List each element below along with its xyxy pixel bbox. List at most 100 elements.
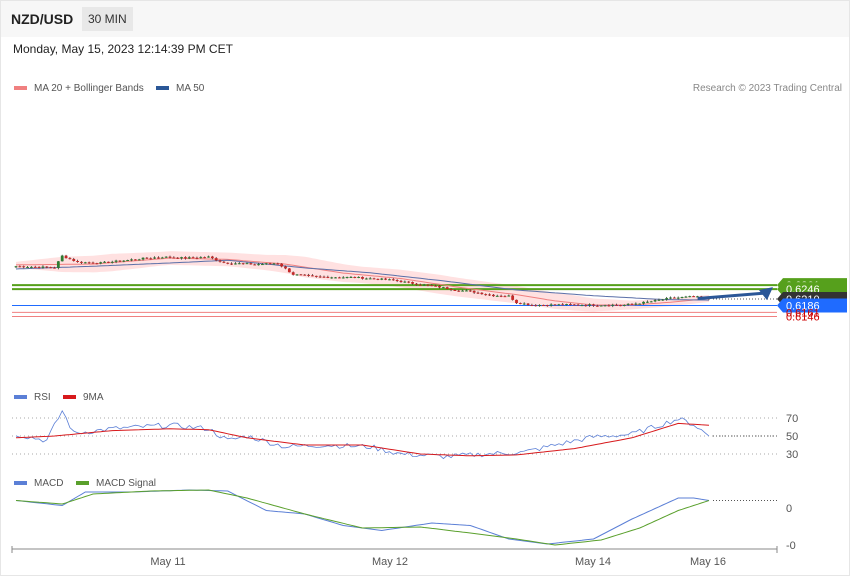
candle-body: [37, 266, 41, 268]
candle-body: [268, 263, 272, 265]
rsi-tick-70: 70: [786, 413, 798, 425]
candle-body: [330, 277, 334, 279]
candle-body: [222, 261, 226, 263]
legend-9ma: 9MA: [83, 392, 104, 403]
candle: [253, 263, 257, 266]
candle: [41, 265, 45, 269]
candle: [249, 262, 253, 265]
candle: [388, 278, 391, 281]
candle-body: [361, 276, 364, 279]
candle-body: [572, 304, 576, 306]
candle-body: [441, 287, 445, 289]
symbol-title: NZD/USD: [11, 11, 74, 27]
candle-body: [326, 276, 330, 278]
candle: [187, 256, 191, 260]
candle: [676, 296, 680, 300]
candle-body: [314, 275, 318, 277]
candle: [322, 275, 326, 278]
level-tag-3: 0.6186: [777, 298, 847, 313]
candle: [499, 294, 503, 298]
macd-tick-0: 0: [786, 503, 792, 515]
price-legend: MA 20 + Bollinger Bands MA 50: [14, 83, 205, 94]
candle-body: [511, 295, 515, 300]
candle-body: [588, 304, 592, 306]
candle-body: [445, 287, 449, 290]
candle-body: [657, 299, 661, 301]
candle: [622, 304, 626, 307]
candle: [619, 304, 622, 307]
candle-body: [492, 294, 495, 297]
candle-body: [249, 263, 253, 265]
candle-body: [122, 260, 126, 262]
candle: [30, 266, 33, 269]
timeframe-badge[interactable]: 30 MIN: [82, 7, 133, 31]
candle-body: [157, 257, 160, 259]
candle-body: [341, 277, 345, 279]
candle-body: [418, 284, 422, 286]
candle: [33, 265, 37, 268]
candle: [530, 303, 534, 307]
candle: [461, 289, 464, 292]
candle: [195, 256, 199, 260]
candle: [549, 303, 553, 307]
candle: [184, 256, 187, 260]
candle-body: [534, 305, 538, 307]
candle: [495, 294, 499, 297]
candle: [207, 255, 210, 258]
rsi-guides: 70 50 30: [12, 413, 798, 461]
x-label-may16: May 16: [690, 556, 726, 568]
candle: [49, 266, 53, 269]
candle: [26, 265, 29, 269]
candle-body: [584, 305, 588, 307]
legend-rsi: RSI: [34, 392, 51, 403]
candle-body: [391, 279, 395, 281]
candle: [45, 266, 49, 269]
candle-body: [468, 290, 472, 292]
x-label-may14: May 14: [575, 556, 611, 568]
candle-body: [634, 303, 638, 305]
candle: [299, 274, 303, 276]
candle-body: [646, 301, 649, 303]
candle: [91, 261, 95, 264]
candle: [696, 295, 699, 298]
candle-body: [49, 267, 53, 269]
candle-body: [226, 262, 230, 264]
candle: [592, 303, 595, 307]
candle-body: [672, 297, 676, 299]
candle: [522, 302, 526, 305]
candle-body: [26, 267, 29, 269]
candle: [364, 277, 368, 280]
trend-arrow-shaft: [697, 291, 766, 300]
candle-body: [395, 280, 399, 282]
candle: [615, 303, 618, 306]
candle-body: [368, 278, 372, 280]
candle: [572, 304, 576, 306]
candle: [503, 295, 507, 298]
level-tag-5: 0.6146: [786, 311, 820, 323]
legend-macd-signal: MACD Signal: [96, 478, 156, 489]
candle: [226, 262, 230, 265]
candle: [164, 256, 168, 258]
candle-body: [41, 266, 45, 268]
candle-body: [434, 285, 438, 287]
candle-body: [218, 260, 222, 262]
candle: [268, 262, 272, 265]
candle-body: [592, 304, 595, 306]
candle: [445, 286, 449, 290]
candle-body: [33, 266, 37, 268]
candle-body: [676, 297, 680, 299]
candle-body: [214, 258, 218, 261]
candle: [441, 286, 445, 289]
rsi-legend: RSI 9MA: [14, 392, 104, 403]
candle-body: [207, 256, 210, 258]
candle-body: [172, 257, 176, 259]
candle-body: [318, 276, 322, 278]
candle-body: [388, 279, 391, 281]
candle-body: [299, 274, 303, 276]
candle-body: [287, 268, 291, 273]
candle: [680, 296, 684, 299]
candle: [684, 295, 688, 298]
candle-body: [264, 263, 268, 265]
